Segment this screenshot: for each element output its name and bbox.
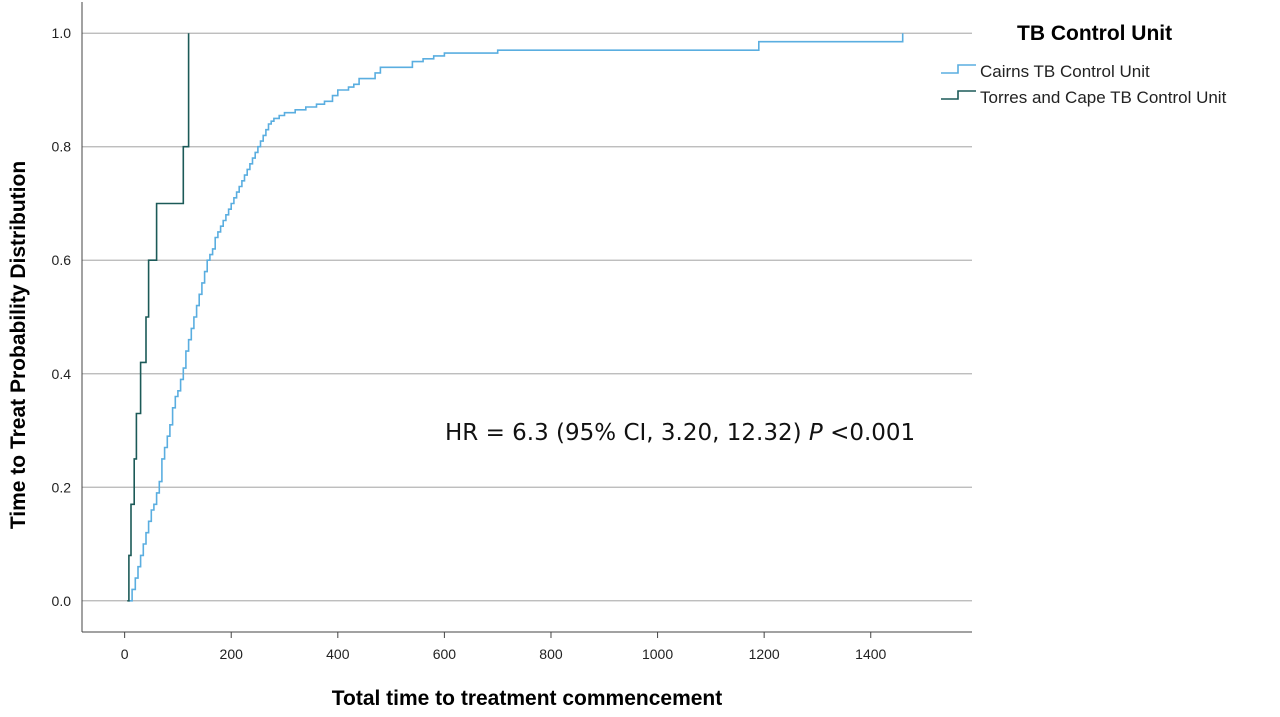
x-tick-label: 1000 bbox=[642, 646, 673, 662]
x-tick-label: 1400 bbox=[855, 646, 886, 662]
legend-swatch bbox=[941, 90, 976, 100]
hazard-ratio-annotation: HR = 6.3 (95% CI, 3.20, 12.32) P <0.001 bbox=[445, 420, 915, 446]
legend-label: Torres and Cape TB Control Unit bbox=[980, 88, 1227, 107]
y-tick-label: 0.8 bbox=[52, 139, 72, 155]
x-tick-label: 200 bbox=[220, 646, 244, 662]
y-tick-label: 0.2 bbox=[52, 479, 72, 495]
y-tick-label: 0.4 bbox=[52, 366, 72, 382]
legend-items: Cairns TB Control Unit Torres and Cape TB… bbox=[941, 62, 1227, 107]
legend-label: Cairns TB Control Unit bbox=[980, 62, 1150, 81]
legend-swatch bbox=[941, 64, 976, 74]
y-tick-label: 0.0 bbox=[52, 593, 72, 609]
x-axis-title: Total time to treatment commencement bbox=[332, 687, 723, 710]
hazard-ratio-prefix: HR = 6.3 (95% CI, 3.20, 12.32) bbox=[445, 420, 809, 446]
series-line-cairns bbox=[128, 33, 904, 602]
x-tick-label: 800 bbox=[539, 646, 563, 662]
series-line-torres-and-cape bbox=[127, 33, 190, 602]
p-value-label: P bbox=[809, 420, 823, 446]
tick-labels: 0.0 0.2 0.4 0.6 0.8 1.0 0 200 400 600 800 1000 1200 1… bbox=[52, 25, 887, 662]
gridlines bbox=[82, 32, 972, 602]
x-tick-label: 400 bbox=[326, 646, 350, 662]
series-lines bbox=[127, 33, 904, 602]
x-tick-label: 1200 bbox=[749, 646, 780, 662]
x-tick-label: 600 bbox=[433, 646, 457, 662]
y-tick-label: 0.6 bbox=[52, 252, 72, 268]
legend-title: TB Control Unit bbox=[1017, 22, 1172, 45]
y-axis-title: Time to Treat Probability Distribution bbox=[7, 161, 30, 529]
axes bbox=[81, 2, 972, 638]
legend: TB Control Unit Cairns TB Control Unit To… bbox=[941, 22, 1227, 107]
x-tick-label: 0 bbox=[121, 646, 129, 662]
y-tick-label: 1.0 bbox=[52, 25, 72, 41]
p-value-suffix: <0.001 bbox=[823, 420, 915, 446]
